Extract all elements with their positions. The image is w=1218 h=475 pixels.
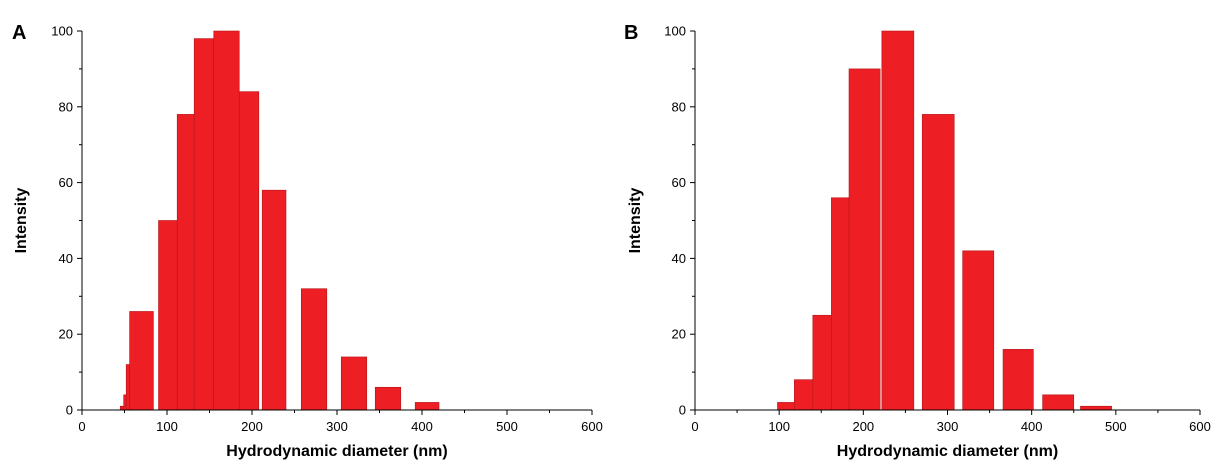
- bar-6: [921, 114, 955, 411]
- y-axis-label: Intensity: [627, 188, 644, 254]
- bar-7: [213, 30, 240, 411]
- y-tick-label: 80: [59, 99, 73, 114]
- x-tick-label: 200: [241, 419, 263, 434]
- y-tick-label: 60: [672, 175, 686, 190]
- y-tick-label: 40: [672, 251, 686, 266]
- bar-1: [794, 379, 814, 411]
- panel-label: B: [624, 22, 638, 44]
- y-tick-label: 0: [679, 403, 686, 418]
- y-tick-label: 40: [59, 251, 73, 266]
- x-tick-label: 0: [78, 419, 85, 434]
- bar-12: [374, 386, 402, 411]
- x-axis-label: Hydrodynamic diameter (nm): [226, 443, 447, 460]
- panel-b: 0 20 40 60 80 100 0 100 200 300 400 500 600 Hydrodyna…: [624, 22, 1211, 460]
- bar-2: [812, 314, 832, 411]
- bar-5: [176, 114, 195, 411]
- bar-4: [158, 220, 178, 411]
- bar-3: [129, 311, 154, 411]
- y-tick-label: 20: [59, 327, 73, 342]
- bar-6: [193, 38, 215, 411]
- x-tick-label: 300: [937, 419, 959, 434]
- bar-9: [261, 189, 287, 411]
- panel-a: 0 20 40 60 80 100 0 100 200 300 400 500 600 Hydrodyna…: [12, 22, 603, 460]
- bar-8: [238, 91, 260, 411]
- bar-10: [1080, 405, 1112, 411]
- x-tick-label: 400: [1021, 419, 1043, 434]
- y-tick-label: 0: [66, 403, 73, 418]
- x-tick-label: 100: [768, 419, 790, 434]
- bar-2: [125, 364, 130, 411]
- bar-0: [119, 405, 124, 411]
- panel-label: A: [12, 22, 26, 44]
- x-tick-label: 600: [581, 419, 603, 434]
- bar-3: [831, 197, 850, 411]
- bar-7: [962, 250, 995, 411]
- bar-4: [848, 68, 881, 411]
- x-tick-label: 500: [496, 419, 518, 434]
- bar-1: [123, 394, 127, 411]
- y-tick-label: 60: [59, 175, 73, 190]
- x-tick-label: 0: [691, 419, 698, 434]
- x-tick-label: 100: [156, 419, 178, 434]
- x-axis-label: Hydrodynamic diameter (nm): [837, 443, 1058, 460]
- bar-5: [881, 30, 915, 411]
- x-tick-label: 400: [411, 419, 433, 434]
- bar-11: [340, 356, 368, 411]
- y-tick-label: 80: [672, 99, 686, 114]
- x-tick-label: 600: [1189, 419, 1211, 434]
- x-tick-label: 200: [852, 419, 874, 434]
- x-tick-label: 300: [326, 419, 348, 434]
- bar-13: [414, 402, 440, 411]
- bar-10: [300, 288, 328, 411]
- y-tick-label: 100: [51, 24, 73, 39]
- bar-8: [1002, 349, 1034, 411]
- y-tick-label: 20: [672, 327, 686, 342]
- bar-9: [1042, 394, 1075, 411]
- y-axis-label: Intensity: [13, 188, 30, 254]
- y-tick-label: 100: [664, 24, 686, 39]
- x-tick-label: 500: [1105, 419, 1127, 434]
- bar-0: [777, 402, 795, 411]
